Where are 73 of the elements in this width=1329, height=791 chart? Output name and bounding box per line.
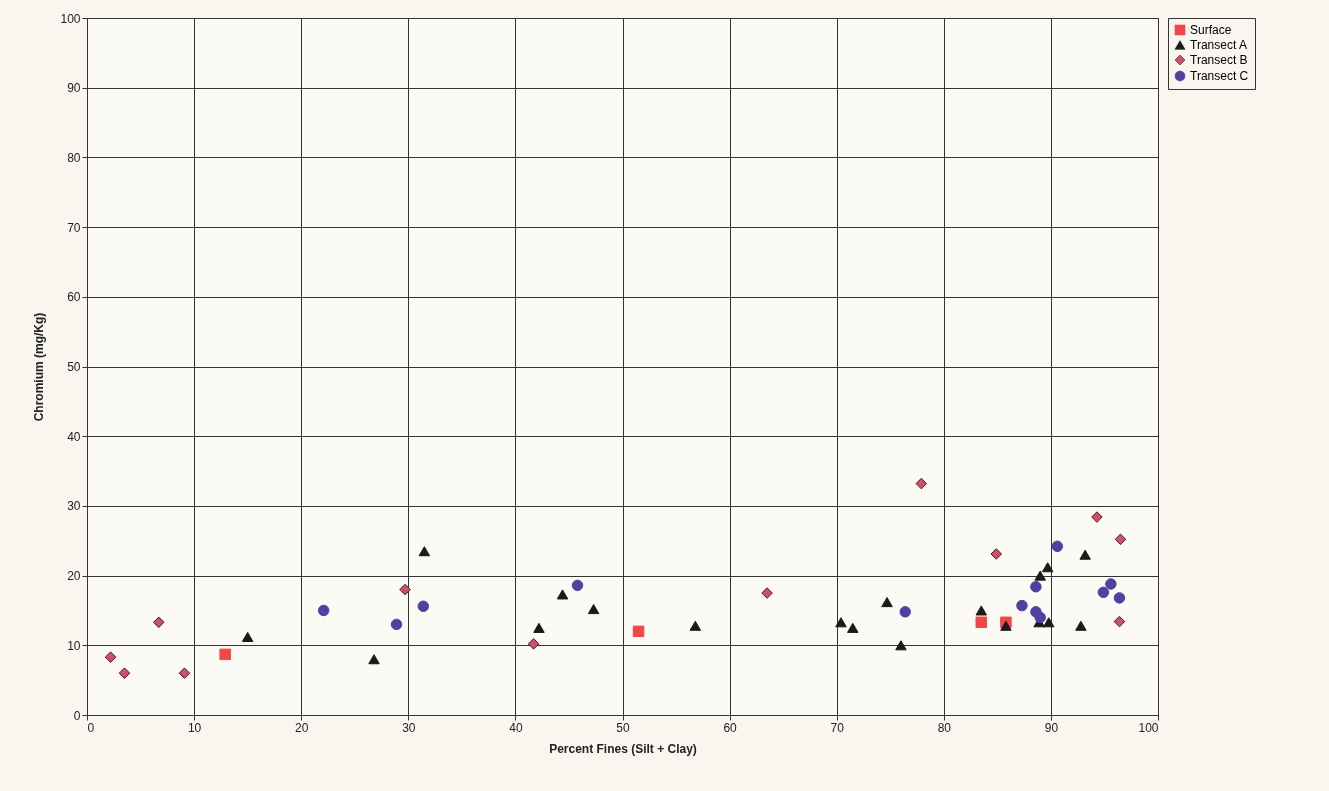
x-tick-label: 30 [402, 720, 416, 735]
y-tick-label: 50 [67, 360, 81, 374]
point [556, 589, 569, 600]
point [1079, 549, 1091, 560]
y-tick-label: 20 [67, 569, 81, 584]
point [975, 605, 988, 616]
x-tick-label: 40 [509, 720, 523, 735]
y-tick-label: 60 [67, 290, 81, 305]
y-tick-label: 40 [67, 429, 81, 444]
point [390, 618, 403, 631]
point [178, 667, 191, 679]
point [1114, 533, 1127, 546]
y-tick-label: 100 [60, 11, 81, 26]
point [761, 587, 773, 599]
point [1113, 615, 1126, 628]
point [1034, 611, 1046, 624]
y-axis-title: Chromium (mg/Kg) [32, 312, 47, 422]
point [1075, 620, 1087, 631]
y-tick-label: 10 [67, 638, 81, 653]
legend-label: Surface [1190, 23, 1232, 37]
x-tick-label: 70 [830, 720, 845, 735]
point [1043, 617, 1055, 628]
point [417, 600, 430, 612]
point [1000, 620, 1012, 631]
x-tick-label: 60 [723, 720, 738, 735]
x-tick-label: 20 [295, 720, 309, 735]
point [1034, 570, 1046, 581]
point [587, 604, 600, 615]
y-tick-label: 90 [67, 81, 81, 96]
point [915, 477, 928, 490]
x-tick-label: 100 [1138, 720, 1159, 735]
x-tick-label: 50 [616, 720, 630, 735]
point [975, 616, 988, 629]
y-tick-label: 30 [67, 499, 81, 514]
point [895, 640, 907, 651]
legend-label: Transect C [1190, 69, 1249, 83]
point [899, 606, 911, 618]
y-tick-label: 0 [73, 708, 81, 723]
x-axis-title: Percent Fines (Silt + Clay) [549, 741, 697, 756]
y-tick-label: 80 [67, 150, 81, 165]
point [632, 625, 645, 638]
y-tick-label: 70 [67, 220, 81, 235]
x-tick-label: 10 [187, 720, 202, 735]
point [118, 667, 131, 679]
point [1091, 511, 1103, 523]
point [418, 546, 431, 557]
point [1105, 578, 1117, 590]
point [527, 638, 540, 650]
point [153, 616, 165, 629]
point [835, 617, 847, 628]
point [689, 620, 702, 631]
point [881, 597, 893, 608]
point [847, 622, 859, 633]
legend-label: Transect B [1190, 53, 1248, 67]
point [571, 579, 584, 592]
point [1051, 540, 1064, 553]
x-tick-label: 90 [1044, 720, 1059, 735]
point [317, 604, 330, 617]
point [533, 622, 545, 633]
point [368, 654, 380, 665]
point [104, 651, 117, 663]
x-tick-label: 80 [937, 720, 952, 735]
x-tick-label: 0 [87, 720, 95, 735]
point [1030, 581, 1042, 593]
point [399, 583, 411, 596]
point [1097, 586, 1110, 599]
point [1113, 592, 1126, 604]
point [219, 648, 231, 661]
point [1041, 562, 1054, 573]
point [990, 548, 1003, 560]
point [241, 631, 254, 642]
legend-label: Transect A [1190, 38, 1247, 52]
point [1016, 599, 1028, 612]
